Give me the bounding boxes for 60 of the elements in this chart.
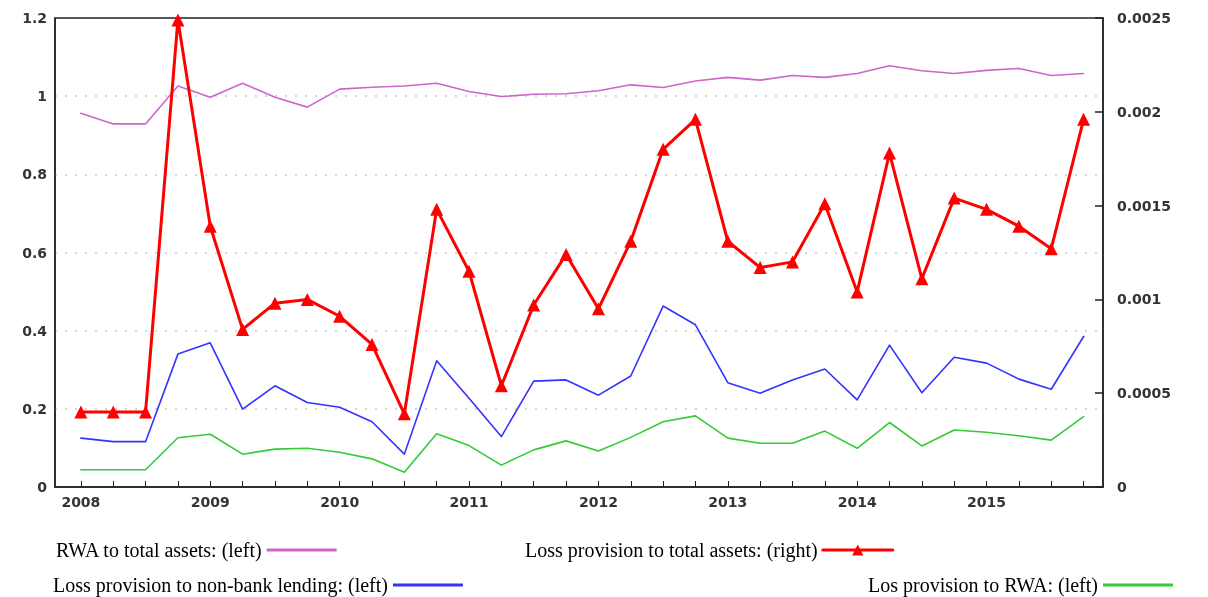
x-tick-label: 2012: [578, 494, 618, 510]
x-tick-label: 2010: [320, 494, 360, 510]
x-tick-label: 2013: [708, 494, 748, 510]
point: [333, 309, 347, 323]
y2-tick-label: 0.001: [1117, 291, 1162, 308]
y-tick-label: 0.8: [22, 166, 47, 183]
point: [397, 407, 411, 421]
point: [236, 322, 250, 336]
point: [785, 255, 799, 269]
point: [268, 296, 282, 310]
y2-tick-label: 0.0015: [1117, 197, 1172, 214]
point: [915, 272, 929, 286]
point: [1044, 242, 1058, 256]
y2-tick-label: 0.0005: [1117, 385, 1172, 402]
point: [1077, 112, 1091, 126]
point: [947, 191, 961, 205]
point: [980, 202, 994, 216]
point: [300, 292, 314, 306]
point: [527, 298, 541, 312]
point: [139, 405, 153, 419]
y-tick-label: 1.2: [22, 10, 47, 26]
point: [74, 405, 88, 419]
y-tick-label: 0.4: [22, 322, 48, 339]
y-tick-label: 0.6: [22, 244, 47, 261]
point: [753, 261, 767, 275]
legend-label: Los provision to RWA: (left): [868, 574, 1098, 597]
point: [818, 197, 832, 211]
x-tick-label: 2014: [837, 494, 877, 510]
point: [721, 234, 735, 248]
y2-tick-label: 0.0025: [1117, 10, 1172, 26]
y-tick-label: 1: [37, 88, 47, 105]
line-series: [80, 305, 1085, 455]
point: [365, 337, 379, 351]
legend-label: Loss provision to total assets: (right): [524, 539, 818, 562]
y2-tick-label: 0.002: [1117, 103, 1162, 120]
point: [494, 379, 508, 393]
y-tick-label: 0.2: [22, 400, 47, 417]
point: [106, 405, 120, 419]
line-series: [80, 415, 1085, 473]
legend-label: Loss provision to non-bank lending: (left): [53, 574, 388, 597]
point: [656, 142, 670, 156]
x-tick-label: 2015: [967, 494, 1007, 510]
point: [462, 264, 476, 278]
point: [430, 202, 444, 216]
line-series: [80, 64, 1085, 125]
point: [559, 247, 573, 261]
point: [624, 234, 638, 248]
point: [171, 13, 185, 27]
y2-tick-label: 0: [1117, 479, 1127, 495]
legend-label: RWA to total assets: (left): [56, 539, 262, 562]
point: [850, 285, 864, 299]
y-tick-label: 0: [37, 479, 48, 495]
point: [1012, 219, 1026, 233]
point: [591, 302, 605, 316]
x-tick-label: 2011: [449, 494, 489, 510]
point: [203, 219, 217, 233]
x-tick-label: 2008: [61, 494, 101, 510]
point: [883, 146, 897, 160]
x-tick-label: 2009: [190, 494, 230, 510]
point: [688, 112, 702, 126]
